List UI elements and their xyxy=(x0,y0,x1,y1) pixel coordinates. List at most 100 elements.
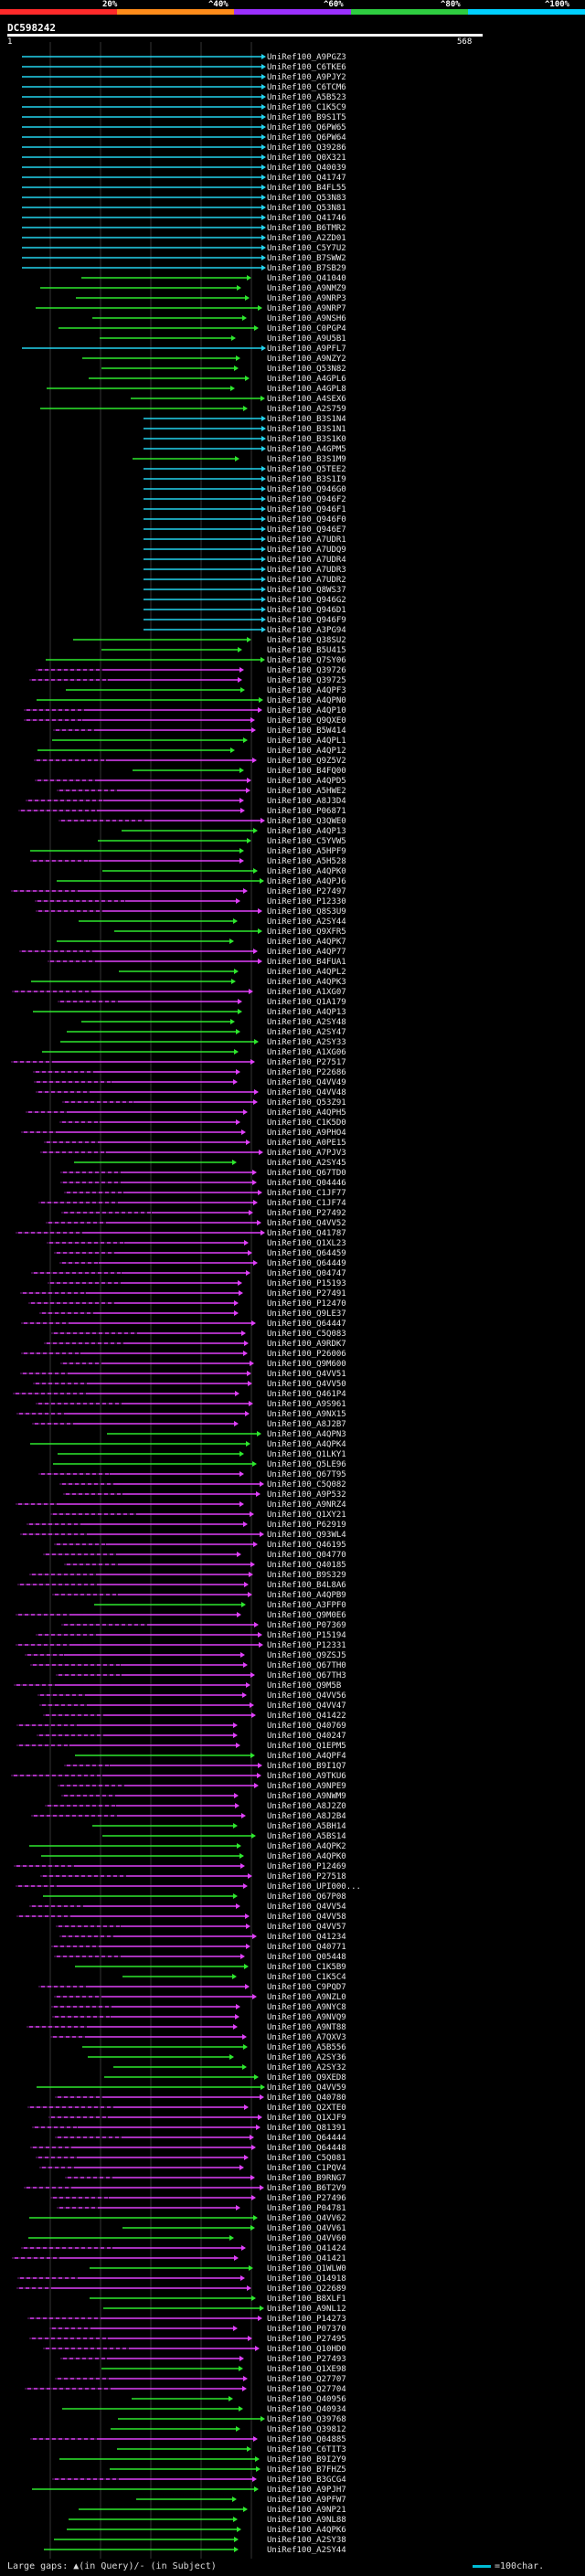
hit-track[interactable]: UniRef100_B8XLF1 xyxy=(90,2295,346,2304)
hit-track[interactable]: UniRef100_C1K5C4 xyxy=(122,1973,346,1982)
hit-track[interactable]: UniRef100_Q53N81 xyxy=(22,204,346,213)
hit-label[interactable]: UniRef100_Q41421 xyxy=(267,2254,346,2263)
hit-label[interactable]: UniRef100_Q53N82 xyxy=(267,365,346,374)
hit-track[interactable]: UniRef100_C1K5B9 xyxy=(75,1963,346,1972)
hit-label[interactable]: UniRef100_P12469 xyxy=(267,1862,346,1871)
hit-track[interactable]: UniRef100_A9NRP7 xyxy=(36,304,346,313)
hit-label[interactable]: UniRef100_Q64459 xyxy=(267,1249,346,1258)
hit-label[interactable]: UniRef100_A5HPF9 xyxy=(267,847,346,856)
hit-label[interactable]: UniRef100_A4QPJ6 xyxy=(267,877,346,886)
hit-track[interactable]: UniRef100_Q9Z5V2 xyxy=(34,757,346,766)
hit-track[interactable]: UniRef100_C6TKE6 xyxy=(22,63,346,72)
hit-track[interactable]: UniRef100_Q8WS37 xyxy=(144,586,346,595)
hit-label[interactable]: UniRef100_A3FPF0 xyxy=(267,1601,346,1610)
hit-track[interactable]: UniRef100_Q4VV56 xyxy=(37,1691,346,1701)
hit-label[interactable]: UniRef100_A9NMZ9 xyxy=(267,284,346,293)
hit-track[interactable]: UniRef100_A4QP10 xyxy=(24,706,346,716)
hit-track[interactable]: UniRef100_Q1EPM5 xyxy=(16,1742,346,1751)
hit-label[interactable]: UniRef100_A4QP13 xyxy=(267,827,346,836)
hit-label[interactable]: UniRef100_A4QP13 xyxy=(267,1008,346,1017)
hit-track[interactable]: UniRef100_A5BS14 xyxy=(102,1832,346,1841)
hit-track[interactable]: UniRef100_A3FPF0 xyxy=(94,1601,346,1610)
hit-track[interactable]: UniRef100_A7UDR1 xyxy=(144,535,346,545)
hit-label[interactable]: UniRef100_Q14918 xyxy=(267,2274,346,2284)
hit-label[interactable]: UniRef100_A9PJY2 xyxy=(267,73,346,82)
hit-label[interactable]: UniRef100_A4QP10 xyxy=(267,706,346,716)
hit-label[interactable]: UniRef100_Q1A179 xyxy=(267,998,346,1007)
hit-track[interactable]: UniRef100_Q40247 xyxy=(37,1732,346,1741)
hit-track[interactable]: UniRef100_C1JF74 xyxy=(38,1199,346,1208)
hit-track[interactable]: UniRef100_Q53Z91 xyxy=(62,1098,346,1108)
hit-label[interactable]: UniRef100_Q4VV52 xyxy=(267,1219,346,1228)
hit-track[interactable]: UniRef100_A2SY32 xyxy=(113,2063,346,2072)
hit-label[interactable]: UniRef100_Q67P08 xyxy=(267,1892,346,1902)
hit-label[interactable]: UniRef100_C1K5B9 xyxy=(267,1963,346,1972)
hit-track[interactable]: UniRef100_A9PFW7 xyxy=(136,2496,346,2505)
hit-track[interactable]: UniRef100_C5Q082 xyxy=(59,1480,346,1489)
hit-track[interactable]: UniRef100_A4QPN0 xyxy=(37,696,346,705)
hit-label[interactable]: UniRef100_C5Y7U2 xyxy=(267,244,346,253)
hit-track[interactable]: UniRef100_B5W414 xyxy=(53,726,346,736)
hit-track[interactable]: UniRef100_A4QPK3 xyxy=(31,978,346,987)
hit-track[interactable]: UniRef100_Q04770 xyxy=(43,1551,346,1560)
hit-label[interactable]: UniRef100_P27517 xyxy=(267,1058,346,1067)
hit-label[interactable]: UniRef100_B4FL55 xyxy=(267,184,346,193)
hit-label[interactable]: UniRef100_A4GPL8 xyxy=(267,385,346,394)
hit-label[interactable]: UniRef100_Q1XL23 xyxy=(267,1239,346,1248)
hit-track[interactable]: UniRef100_A4QPL1 xyxy=(52,737,346,746)
hit-label[interactable]: UniRef100_A5B523 xyxy=(267,93,346,102)
hit-label[interactable]: UniRef100_B6TMR2 xyxy=(267,224,346,233)
hit-label[interactable]: UniRef100_Q946E7 xyxy=(267,525,346,535)
hit-track[interactable]: UniRef100_A2SY47 xyxy=(67,1028,346,1037)
hit-track[interactable]: UniRef100_C6TIT3 xyxy=(117,2445,346,2454)
hit-label[interactable]: UniRef100_A5BS14 xyxy=(267,1832,346,1841)
hit-track[interactable]: UniRef100_Q40771 xyxy=(51,1943,346,1952)
hit-track[interactable]: UniRef100_A8J2B7 xyxy=(32,1420,346,1429)
hit-label[interactable]: UniRef100_Q946F2 xyxy=(267,495,346,504)
hit-track[interactable]: UniRef100_Q4VV57 xyxy=(56,1923,346,1932)
hit-label[interactable]: UniRef100_A7UDR1 xyxy=(267,535,346,545)
hit-track[interactable]: UniRef100_P14273 xyxy=(27,2315,346,2324)
hit-label[interactable]: UniRef100_P14273 xyxy=(267,2315,346,2324)
hit-label[interactable]: UniRef100_C1PQV4 xyxy=(267,2164,346,2173)
hit-label[interactable]: UniRef100_A2ZD01 xyxy=(267,234,346,243)
hit-label[interactable]: UniRef100_Q64444 xyxy=(267,2134,346,2143)
hit-label[interactable]: UniRef100_A4GPL6 xyxy=(267,375,346,384)
hit-track[interactable]: UniRef100_A2SY48 xyxy=(81,1018,346,1027)
hit-label[interactable]: UniRef100_C5Q082 xyxy=(267,1480,346,1489)
hit-track[interactable]: UniRef100_P27493 xyxy=(60,2355,346,2364)
hit-label[interactable]: UniRef100_A4QPH5 xyxy=(267,1108,346,1118)
hit-label[interactable]: UniRef100_Q04747 xyxy=(267,1269,346,1278)
hit-track[interactable]: UniRef100_A4QP13 xyxy=(122,827,346,836)
hit-label[interactable]: UniRef100_C1K5C9 xyxy=(267,103,346,112)
hit-track[interactable]: UniRef100_Q39286 xyxy=(22,143,346,153)
hit-label[interactable]: UniRef100_A9NZY2 xyxy=(267,355,346,364)
hit-label[interactable]: UniRef100_B5U415 xyxy=(267,646,346,655)
hit-track[interactable]: UniRef100_C5YVW5 xyxy=(98,837,346,846)
hit-track[interactable]: UniRef100_A5BH14 xyxy=(92,1822,346,1831)
hit-label[interactable]: UniRef100_A3PG94 xyxy=(267,626,346,635)
hit-label[interactable]: UniRef100_P62919 xyxy=(267,1521,346,1530)
hit-track[interactable]: UniRef100_A9NWM9 xyxy=(61,1792,346,1801)
hit-label[interactable]: UniRef100_Q53N83 xyxy=(267,194,346,203)
hit-track[interactable]: UniRef100_A4QPN3 xyxy=(107,1430,346,1439)
hit-track[interactable]: UniRef100_P12470 xyxy=(28,1299,346,1309)
hit-track[interactable]: UniRef100_A9PJH7 xyxy=(32,2486,346,2495)
hit-track[interactable]: UniRef100_Q27704 xyxy=(25,2385,346,2394)
hit-track[interactable]: UniRef100_A4QPK0 xyxy=(41,1852,346,1861)
hit-label[interactable]: UniRef100_A2SY38 xyxy=(267,2536,346,2545)
hit-label[interactable]: UniRef100_Q05448 xyxy=(267,1953,346,1962)
hit-track[interactable]: UniRef100_Q9XFR5 xyxy=(114,928,346,937)
hit-label[interactable]: UniRef100_Q5TEE2 xyxy=(267,465,346,474)
hit-label[interactable]: UniRef100_A9RDK7 xyxy=(267,1340,346,1349)
hit-track[interactable]: UniRef100_P04781 xyxy=(57,2204,346,2213)
hit-label[interactable]: UniRef100_A9NSH6 xyxy=(267,314,346,323)
hit-label[interactable]: UniRef100_Q4VV56 xyxy=(267,1691,346,1701)
hit-label[interactable]: UniRef100_C1JF74 xyxy=(267,1199,346,1208)
hit-label[interactable]: UniRef100_B7SB29 xyxy=(267,264,346,273)
hit-label[interactable]: UniRef100_Q39286 xyxy=(267,143,346,153)
hit-track[interactable]: UniRef100_C1PQV4 xyxy=(39,2164,346,2173)
hit-track[interactable]: UniRef100_P27518 xyxy=(40,1872,346,1882)
hit-track[interactable]: UniRef100_Q9LE37 xyxy=(39,1309,346,1319)
hit-track[interactable]: UniRef100_Q39725 xyxy=(29,676,346,685)
